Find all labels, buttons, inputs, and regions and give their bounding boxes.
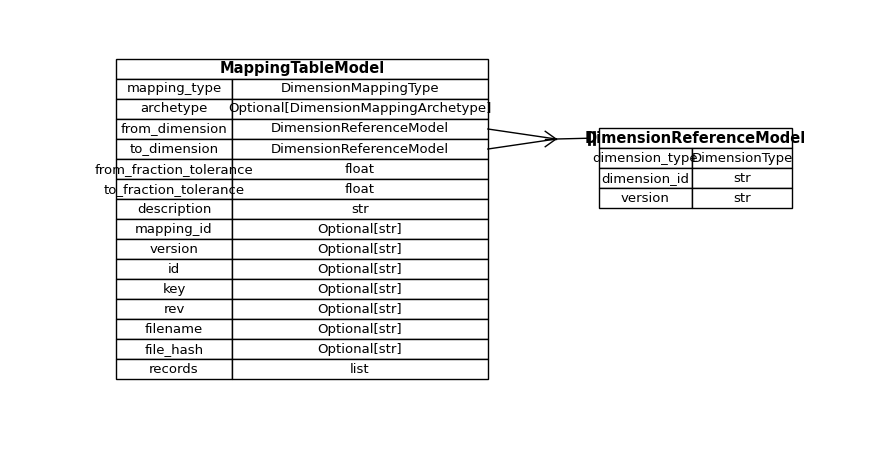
Text: DimensionReferenceModel: DimensionReferenceModel (271, 123, 449, 135)
Bar (116, 359, 232, 379)
Text: Optional[str]: Optional[str] (318, 243, 402, 256)
Bar (599, 128, 792, 148)
Text: key: key (162, 283, 185, 296)
Bar (232, 159, 488, 179)
Text: list: list (350, 363, 370, 376)
Bar (116, 199, 232, 219)
Text: to_fraction_tolerance: to_fraction_tolerance (103, 183, 245, 196)
Text: Optional[str]: Optional[str] (318, 283, 402, 296)
Bar (116, 139, 232, 159)
Text: DimensionMappingType: DimensionMappingType (280, 83, 439, 95)
Text: dimension_type: dimension_type (592, 152, 698, 165)
Bar (232, 279, 488, 299)
Text: to_dimension: to_dimension (129, 143, 219, 156)
Text: float: float (345, 183, 375, 196)
Bar (116, 219, 232, 239)
Bar (232, 139, 488, 159)
Text: Optional[str]: Optional[str] (318, 263, 402, 276)
Text: str: str (733, 172, 751, 185)
Text: file_hash: file_hash (144, 343, 203, 356)
Bar (116, 239, 232, 259)
Bar (599, 188, 692, 208)
Text: version: version (150, 243, 198, 256)
Text: Optional[str]: Optional[str] (318, 302, 402, 316)
Text: rev: rev (163, 302, 185, 316)
Bar (232, 79, 488, 99)
Bar (599, 168, 692, 188)
Bar (232, 119, 488, 139)
Bar (116, 179, 232, 199)
Text: from_fraction_tolerance: from_fraction_tolerance (95, 162, 254, 175)
Text: Optional[str]: Optional[str] (318, 323, 402, 336)
Bar (116, 119, 232, 139)
Bar (232, 179, 488, 199)
Bar (116, 159, 232, 179)
Bar (232, 319, 488, 339)
Bar (232, 299, 488, 319)
Text: description: description (137, 202, 211, 216)
Bar (232, 199, 488, 219)
Text: DimensionReferenceModel: DimensionReferenceModel (585, 131, 806, 146)
Text: DimensionType: DimensionType (692, 152, 793, 165)
Text: id: id (168, 263, 180, 276)
Text: str: str (733, 192, 751, 205)
Text: str: str (351, 202, 369, 216)
Text: mapping_id: mapping_id (135, 223, 213, 235)
Bar (116, 99, 232, 119)
Bar (116, 279, 232, 299)
Bar (692, 168, 792, 188)
Text: dimension_id: dimension_id (601, 172, 689, 185)
Text: archetype: archetype (141, 102, 208, 116)
Bar (116, 59, 488, 79)
Bar (116, 299, 232, 319)
Text: DimensionReferenceModel: DimensionReferenceModel (271, 143, 449, 156)
Text: from_dimension: from_dimension (121, 123, 228, 135)
Bar (116, 339, 232, 359)
Text: MappingTableModel: MappingTableModel (220, 62, 384, 77)
Bar (692, 148, 792, 168)
Bar (116, 79, 232, 99)
Bar (116, 319, 232, 339)
Text: version: version (621, 192, 669, 205)
Bar (232, 219, 488, 239)
Bar (232, 259, 488, 279)
Text: filename: filename (145, 323, 203, 336)
Bar (232, 359, 488, 379)
Bar (232, 99, 488, 119)
Text: Optional[str]: Optional[str] (318, 343, 402, 356)
Text: Optional[DimensionMappingArchetype]: Optional[DimensionMappingArchetype] (228, 102, 492, 116)
Bar (232, 339, 488, 359)
Bar (116, 259, 232, 279)
Text: mapping_type: mapping_type (126, 83, 221, 95)
Text: records: records (150, 363, 199, 376)
Text: Optional[str]: Optional[str] (318, 223, 402, 235)
Bar (232, 239, 488, 259)
Text: float: float (345, 162, 375, 175)
Bar (599, 148, 692, 168)
Bar (692, 188, 792, 208)
